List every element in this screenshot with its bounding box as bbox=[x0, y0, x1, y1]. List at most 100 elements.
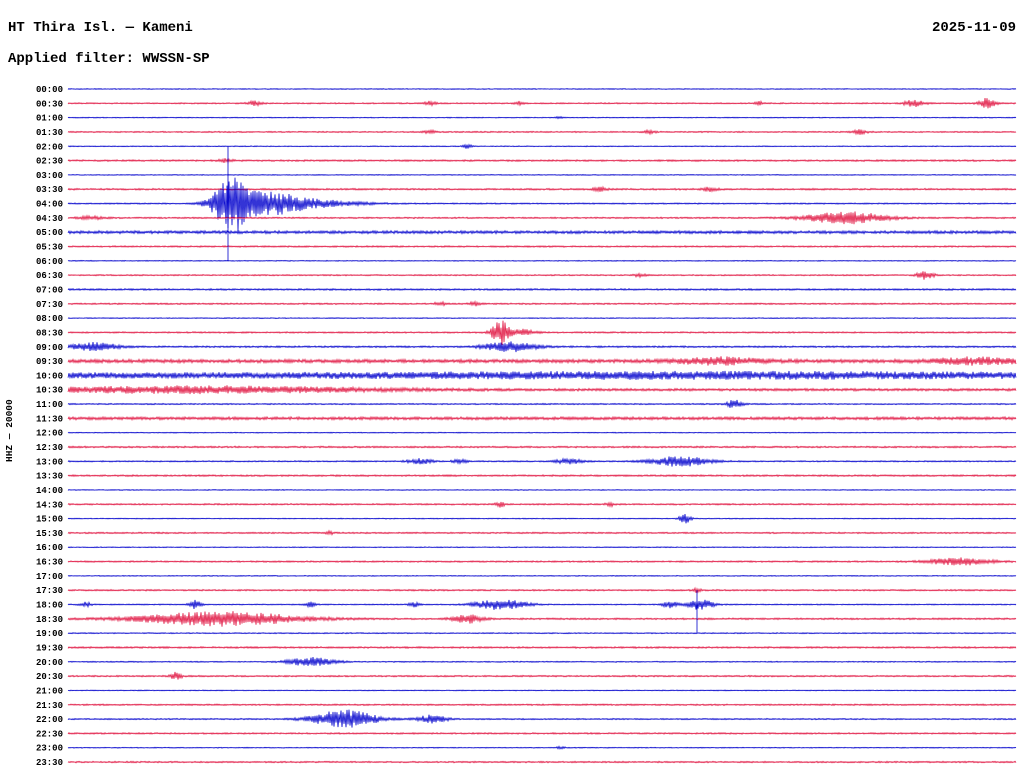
time-label-09:30: 09:30 bbox=[36, 357, 63, 367]
trace-23:30 bbox=[67, 760, 1017, 764]
trace-15:00 bbox=[67, 513, 1017, 524]
time-label-10:30: 10:30 bbox=[36, 386, 63, 396]
time-label-00:00: 00:00 bbox=[36, 85, 63, 95]
trace-10:30 bbox=[67, 385, 1017, 395]
trace-08:00 bbox=[67, 317, 1017, 320]
time-label-15:00: 15:00 bbox=[36, 515, 63, 525]
trace-17:00 bbox=[67, 574, 1017, 577]
time-label-22:30: 22:30 bbox=[36, 729, 63, 739]
trace-08:30 bbox=[67, 320, 1017, 345]
trace-17:30 bbox=[67, 586, 1017, 594]
time-label-04:30: 04:30 bbox=[36, 214, 63, 224]
trace-06:00 bbox=[67, 259, 1017, 262]
time-label-23:00: 23:00 bbox=[36, 744, 63, 754]
trace-11:30 bbox=[67, 415, 1017, 422]
time-label-07:00: 07:00 bbox=[36, 286, 63, 296]
time-label-05:30: 05:30 bbox=[36, 243, 63, 253]
trace-15:30 bbox=[67, 529, 1017, 536]
trace-21:00 bbox=[67, 689, 1017, 692]
time-label-12:00: 12:00 bbox=[36, 429, 63, 439]
trace-19:30 bbox=[67, 645, 1017, 650]
trace-07:00 bbox=[67, 287, 1017, 292]
time-label-20:00: 20:00 bbox=[36, 658, 63, 668]
trace-23:00 bbox=[67, 745, 1017, 750]
time-label-03:30: 03:30 bbox=[36, 185, 63, 195]
time-label-18:30: 18:30 bbox=[36, 615, 63, 625]
time-label-14:00: 14:00 bbox=[36, 486, 63, 496]
trace-06:30 bbox=[67, 271, 1017, 280]
time-label-04:00: 04:00 bbox=[36, 200, 63, 210]
trace-05:30 bbox=[67, 244, 1017, 249]
trace-01:00 bbox=[67, 115, 1017, 120]
time-label-11:00: 11:00 bbox=[36, 400, 63, 410]
trace-18:00 bbox=[67, 599, 1017, 610]
time-label-00:30: 00:30 bbox=[36, 99, 63, 109]
trace-00:30 bbox=[67, 98, 1017, 109]
trace-02:00 bbox=[67, 143, 1017, 149]
time-label-23:30: 23:30 bbox=[36, 758, 63, 768]
time-label-03:00: 03:00 bbox=[36, 171, 63, 181]
trace-13:30 bbox=[67, 473, 1017, 478]
time-label-21:30: 21:30 bbox=[36, 701, 63, 711]
time-label-10:00: 10:00 bbox=[36, 371, 63, 381]
trace-01:30 bbox=[67, 128, 1017, 136]
time-label-12:30: 12:30 bbox=[36, 443, 63, 453]
time-label-11:30: 11:30 bbox=[36, 414, 63, 424]
trace-20:00 bbox=[67, 657, 1017, 666]
time-label-16:00: 16:00 bbox=[36, 543, 63, 553]
time-label-08:00: 08:00 bbox=[36, 314, 63, 324]
time-label-21:00: 21:00 bbox=[36, 686, 63, 696]
trace-02:30 bbox=[67, 157, 1017, 165]
time-label-14:30: 14:30 bbox=[36, 500, 63, 510]
trace-20:30 bbox=[67, 671, 1017, 680]
trace-03:00 bbox=[67, 173, 1017, 176]
trace-22:30 bbox=[67, 731, 1017, 735]
time-label-09:00: 09:00 bbox=[36, 343, 63, 353]
trace-05:00 bbox=[67, 229, 1017, 235]
time-label-16:30: 16:30 bbox=[36, 558, 63, 568]
trace-14:30 bbox=[67, 501, 1017, 508]
trace-13:00 bbox=[67, 456, 1017, 467]
time-label-05:00: 05:00 bbox=[36, 228, 63, 238]
time-label-20:30: 20:30 bbox=[36, 672, 63, 682]
time-label-06:00: 06:00 bbox=[36, 257, 63, 267]
time-label-01:30: 01:30 bbox=[36, 128, 63, 138]
trace-11:00 bbox=[67, 399, 1017, 408]
trace-09:30 bbox=[67, 356, 1017, 366]
trace-16:30 bbox=[67, 557, 1017, 566]
date-label: 2025-11-09 bbox=[931, 20, 1016, 36]
time-label-07:30: 07:30 bbox=[36, 300, 63, 310]
time-label-18:00: 18:00 bbox=[36, 601, 63, 611]
trace-03:30 bbox=[67, 185, 1017, 193]
time-label-02:00: 02:00 bbox=[36, 142, 63, 152]
trace-07:30 bbox=[67, 300, 1017, 307]
trace-22:00 bbox=[67, 709, 1017, 728]
time-label-08:30: 08:30 bbox=[36, 328, 63, 338]
trace-12:00 bbox=[67, 431, 1017, 434]
station-title: HT Thira Isl. — Kameni bbox=[8, 20, 193, 36]
trace-19:00 bbox=[67, 631, 1017, 635]
trace-18:30 bbox=[67, 611, 1017, 627]
time-label-01:00: 01:00 bbox=[36, 114, 63, 124]
trace-12:30 bbox=[67, 445, 1017, 449]
time-label-13:00: 13:00 bbox=[36, 457, 63, 467]
filter-label: Applied filter: WWSSN-SP bbox=[8, 51, 210, 67]
time-label-17:00: 17:00 bbox=[36, 572, 63, 582]
time-label-13:30: 13:30 bbox=[36, 472, 63, 482]
trace-10:00 bbox=[67, 370, 1017, 380]
trace-04:00 bbox=[67, 177, 1017, 232]
trace-16:00 bbox=[67, 546, 1017, 549]
trace-00:00 bbox=[67, 87, 1017, 91]
trace-14:00 bbox=[67, 488, 1017, 492]
time-label-22:00: 22:00 bbox=[36, 715, 63, 725]
time-label-19:30: 19:30 bbox=[36, 644, 63, 654]
time-label-17:30: 17:30 bbox=[36, 586, 63, 596]
time-label-06:30: 06:30 bbox=[36, 271, 63, 281]
trace-04:30 bbox=[67, 211, 1017, 225]
trace-21:30 bbox=[67, 703, 1017, 707]
time-label-02:30: 02:30 bbox=[36, 157, 63, 167]
time-label-19:00: 19:00 bbox=[36, 629, 63, 639]
trace-09:00 bbox=[67, 341, 1017, 353]
time-label-15:30: 15:30 bbox=[36, 529, 63, 539]
